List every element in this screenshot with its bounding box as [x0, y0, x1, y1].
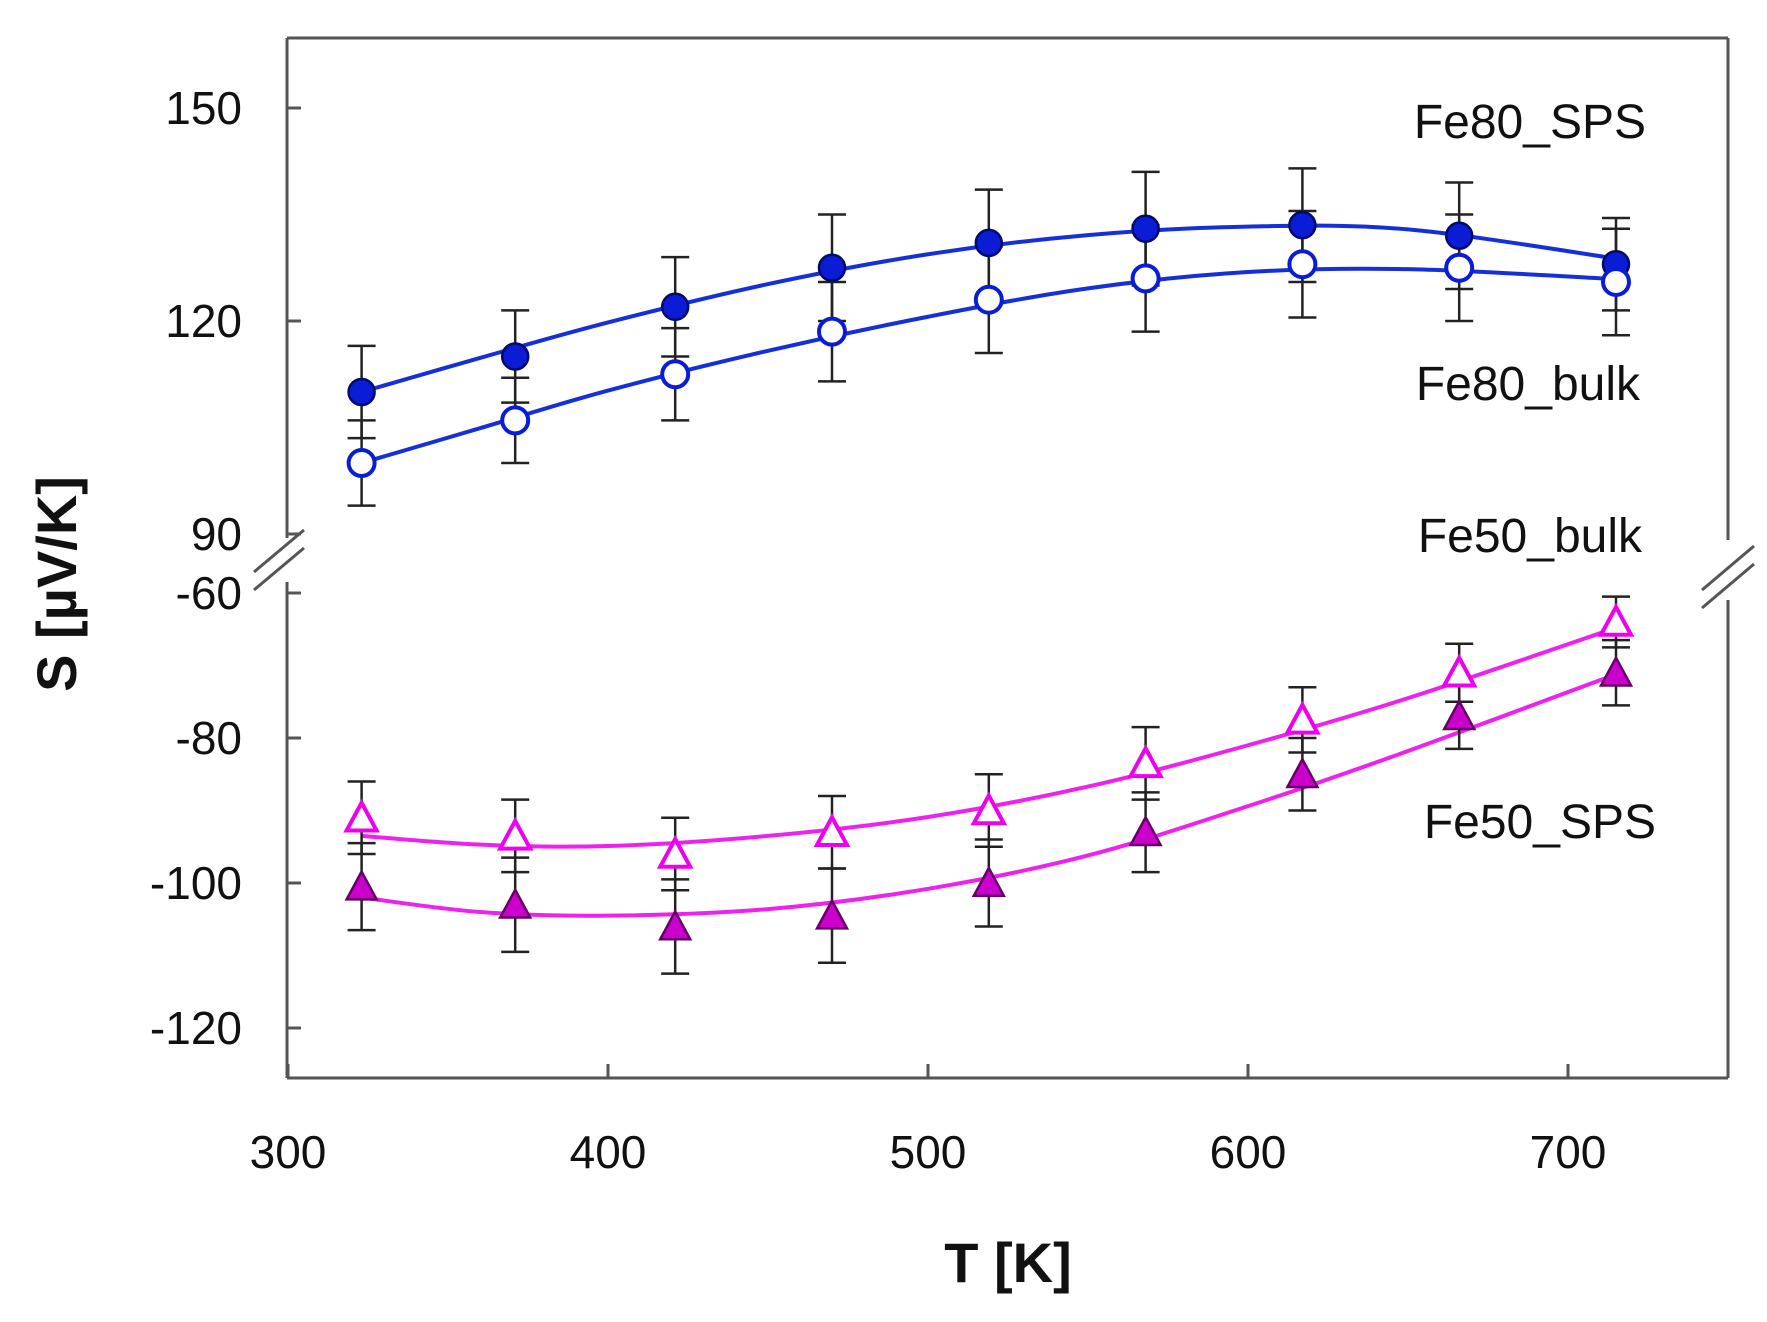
plot-frame [253, 36, 1755, 1080]
y-tick-label: 150 [165, 82, 242, 134]
point-fe80-bulk [1130, 263, 1161, 294]
point-fe50-sps [344, 868, 379, 901]
x-tick-label: 500 [890, 1126, 967, 1178]
point-fe50-bulk [496, 816, 534, 851]
axis-break-right-1 [1701, 544, 1755, 592]
label-fe80-bulk: Fe80_bulk [1416, 358, 1641, 411]
x-axis-title: T [K] [944, 1231, 1072, 1294]
point-fe50-sps [971, 865, 1006, 897]
fit-curves-layer [361, 223, 1617, 918]
point-fe50-bulk [1284, 700, 1321, 735]
point-fe80-sps [1131, 214, 1160, 243]
point-fe50-sps [1285, 756, 1320, 789]
point-fe80-bulk [1287, 249, 1318, 280]
point-fe50-bulk [970, 791, 1008, 826]
y-tick-label: -100 [150, 857, 242, 909]
point-fe80-sps [1444, 221, 1474, 251]
point-fe80-bulk [817, 316, 847, 347]
point-fe50-bulk [1597, 602, 1635, 637]
markers-layer [343, 210, 1635, 941]
point-fe80-bulk [1444, 252, 1475, 283]
point-fe80-sps [974, 228, 1004, 258]
point-fe80-sps [660, 292, 690, 322]
x-tick-label: 700 [1530, 1126, 1607, 1178]
point-fe50-sps [1442, 698, 1477, 731]
point-fe50-bulk [813, 813, 851, 847]
point-fe80-bulk [973, 284, 1004, 315]
x-tick-label: 600 [1210, 1126, 1287, 1178]
point-fe80-sps [817, 253, 847, 282]
y-tick-label: -80 [176, 712, 242, 764]
point-fe80-sps [500, 342, 530, 371]
axis-break-left-2 [253, 546, 305, 592]
point-fe50-sps [814, 897, 850, 930]
fit-curve-fe80-bulk [361, 266, 1617, 465]
point-fe50-bulk [656, 834, 694, 869]
y-axis-title: S [µV/K] [25, 476, 88, 692]
x-tick-label: 300 [250, 1126, 327, 1178]
label-fe50-bulk: Fe50_bulk [1418, 510, 1643, 563]
point-fe50-bulk [1127, 744, 1164, 779]
fit-curve-fe50-bulk [361, 625, 1617, 849]
point-fe80-bulk [500, 405, 531, 436]
point-fe80-bulk [660, 359, 691, 390]
point-fe80-bulk [346, 448, 377, 478]
point-fe50-sps [658, 908, 693, 941]
label-fe50-sps: Fe50_SPS [1424, 796, 1656, 849]
point-fe50-sps [1128, 814, 1163, 847]
y-tick-label: -60 [176, 567, 242, 619]
fit-curve-fe50-sps [361, 672, 1617, 918]
ticks-layer: 300 400 500 600 700 90 120 150 -60 -80 -100 -120 [150, 82, 1606, 1178]
point-fe50-bulk [1440, 653, 1478, 688]
axis-break-left-1 [253, 528, 305, 574]
axis-break-right-2 [1701, 562, 1755, 610]
point-fe50-sps [1598, 655, 1634, 687]
point-fe80-bulk [1601, 266, 1631, 297]
x-tick-label: 400 [570, 1126, 647, 1178]
point-fe80-sps [1288, 210, 1317, 240]
point-fe50-sps [498, 887, 533, 919]
fit-curve-fe80-sps [361, 223, 1617, 394]
y-tick-label: -120 [150, 1002, 242, 1054]
label-fe80-sps: Fe80_SPS [1414, 96, 1646, 149]
point-fe50-bulk [343, 798, 380, 833]
y-tick-label: 120 [165, 295, 242, 347]
y-tick-label: 90 [191, 508, 242, 560]
point-fe80-sps [347, 377, 376, 407]
